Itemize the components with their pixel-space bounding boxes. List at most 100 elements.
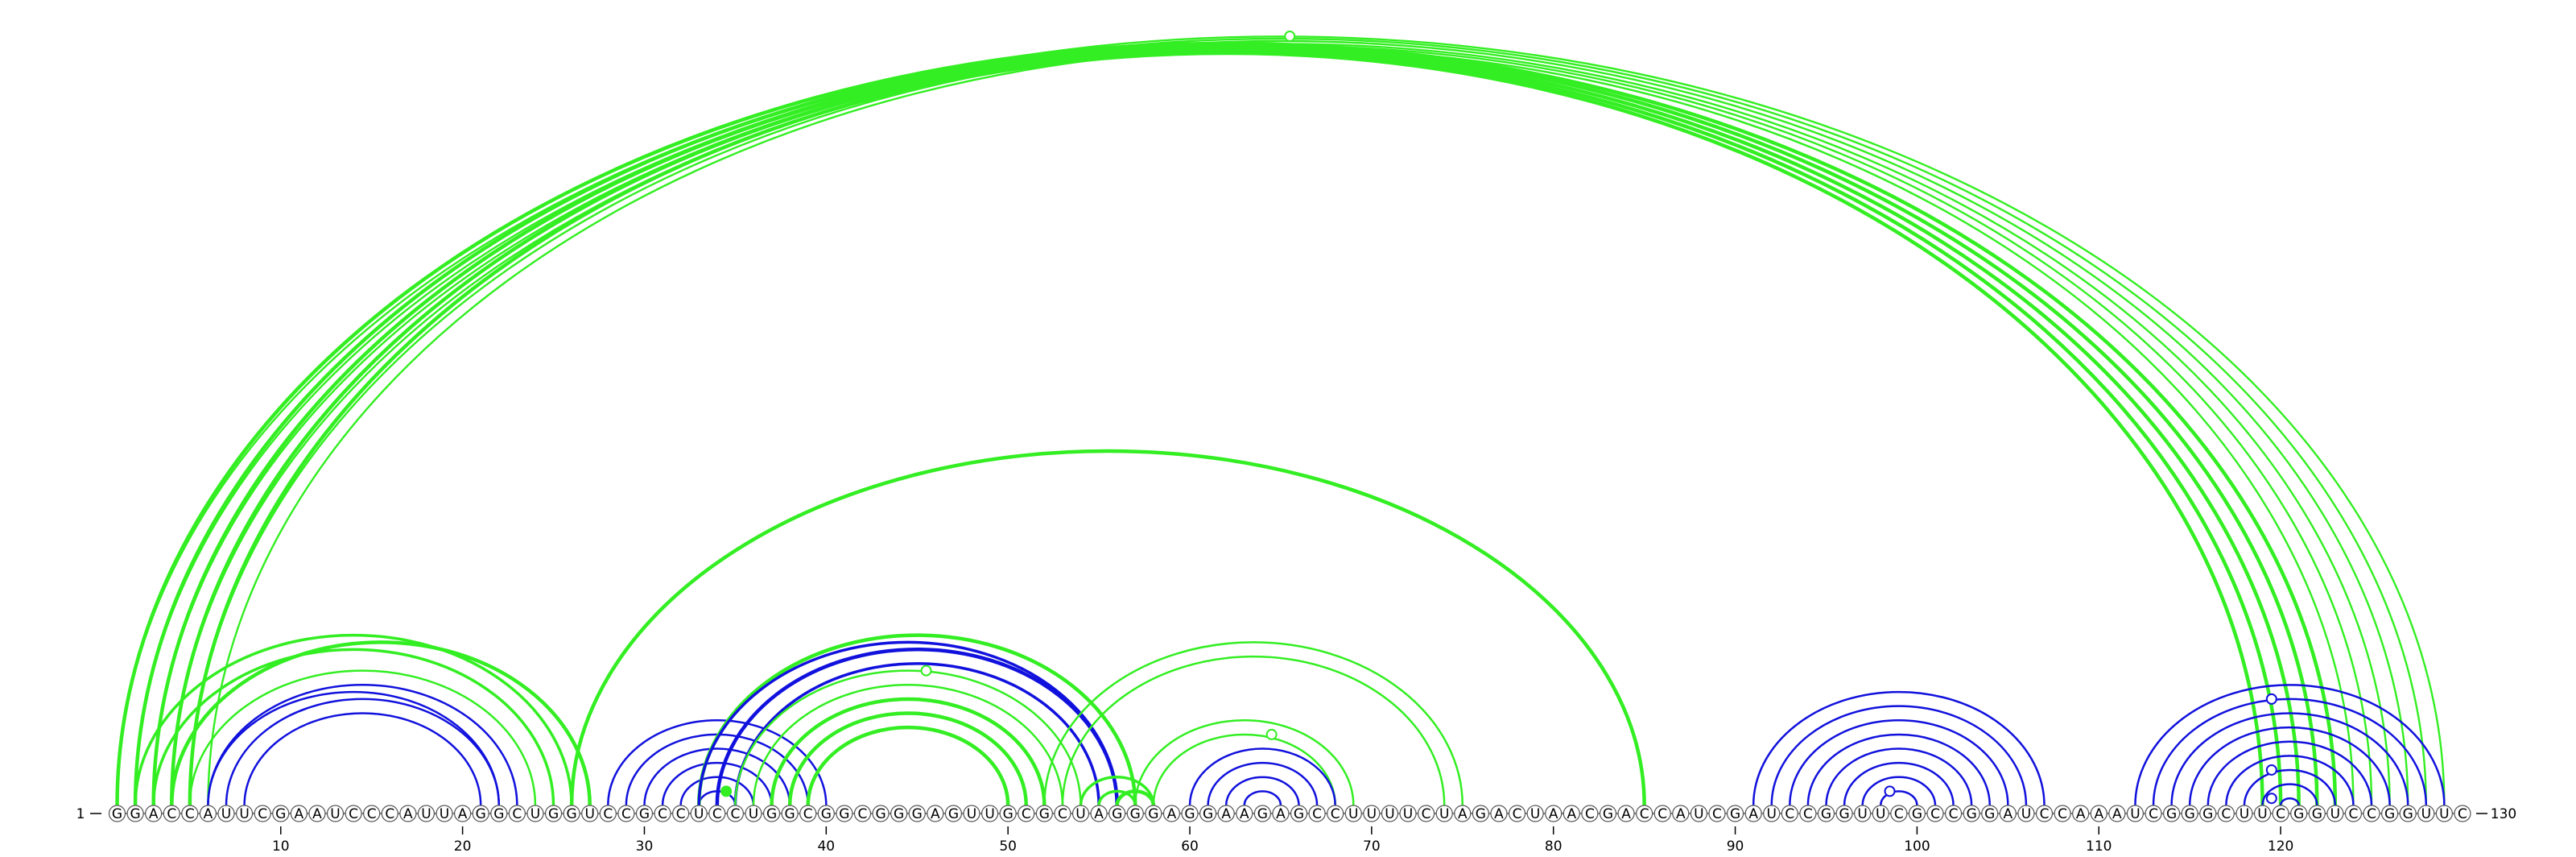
base-pair-arc [1207, 761, 1319, 806]
nucleotide-letter: G [1967, 806, 1977, 822]
nucleotide-letter: U [239, 806, 249, 822]
nucleotide-circle [1290, 805, 1308, 822]
start-label: 1 [76, 806, 85, 822]
nucleotide-letter: U [221, 806, 231, 822]
nucleotide-letter: C [167, 806, 176, 822]
base-pair-arc [2225, 755, 2355, 806]
nucleotide-letter: U [749, 806, 758, 822]
nucleotide-circle [1908, 805, 1926, 822]
nucleotide-circle [217, 805, 235, 822]
base-pair-arc [1079, 776, 1155, 806]
nucleotide-circle [272, 805, 290, 822]
nucleotide-circle [1108, 805, 1126, 822]
nucleotide-circle [199, 805, 217, 822]
nucleotide-letter: C [367, 806, 377, 822]
nucleotide-letter: A [931, 806, 940, 822]
nucleotide-letter: U [421, 806, 431, 822]
nucleotide-letter: C [658, 806, 667, 822]
nucleotide-letter: C [349, 806, 358, 822]
base-pair-arc [1224, 776, 1300, 806]
base-pair-arc [1152, 733, 1336, 806]
nucleotide-circle [2308, 805, 2326, 822]
nucleotide-circle [2054, 805, 2071, 822]
tick-label: 110 [2086, 838, 2112, 855]
nucleotide-letter: G [1003, 806, 1013, 822]
nucleotide-circle [1399, 805, 1417, 822]
nucleotide-letter: A [149, 806, 159, 822]
tick-label: 120 [2268, 838, 2293, 855]
nucleotide-letter: U [1857, 806, 1867, 822]
nucleotide-letter: C [1422, 806, 1431, 822]
nucleotide-circle [1363, 805, 1381, 822]
nucleotide-circle [2344, 805, 2363, 822]
nucleotide-circle [1581, 805, 1599, 822]
nucleotide-letter: U [330, 806, 340, 822]
nucleotide-letter: C [2349, 806, 2359, 822]
nucleotide-circle [2145, 805, 2162, 822]
nucleotide-circle [944, 805, 963, 822]
nucleotide-letter: C [1894, 806, 1904, 822]
nucleotide-circle [963, 805, 980, 822]
base-pair-arc [116, 35, 2446, 806]
tick-label: 30 [636, 838, 654, 855]
nucleotide-circle [872, 805, 890, 822]
nucleotide-circle [2072, 805, 2090, 822]
base-pair-arc [1043, 641, 1464, 806]
nucleotide-letter: G [912, 806, 923, 822]
nucleotide-letter: A [1094, 806, 1104, 822]
nucleotide-letter: G [1148, 806, 1158, 822]
nucleotide-letter: A [312, 806, 322, 822]
nucleotide-letter: A [1240, 806, 1249, 822]
nucleotide-letter: U [967, 806, 976, 822]
base-pair-arc [643, 747, 791, 806]
nucleotide-letter: C [1513, 806, 1522, 822]
nucleotide-letter: A [1167, 806, 1177, 822]
nucleotide-circle [235, 805, 254, 822]
nucleotide-circle [544, 805, 563, 822]
nucleotide-letter: G [2293, 806, 2304, 822]
arc-marker [920, 664, 932, 677]
nucleotide-circle [980, 805, 999, 822]
nucleotide-letter: G [785, 806, 795, 822]
base-pair-arc [2170, 712, 2409, 806]
base-pair-arc [2207, 740, 2373, 806]
nucleotide-letter: U [1403, 806, 1413, 822]
nucleotide-letter: C [803, 806, 813, 822]
nucleotide-letter: C [2221, 806, 2231, 822]
nucleotide-letter: C [2458, 806, 2467, 822]
nucleotide-letter: A [403, 806, 413, 822]
nucleotide-letter: U [1385, 806, 1394, 822]
base-pair-arc [661, 761, 773, 806]
nucleotide-circle [2090, 805, 2107, 822]
arc-marker [1265, 728, 1278, 740]
base-pair-arc [679, 776, 755, 806]
nucleotide-letter: G [1257, 806, 1268, 822]
nucleotide-letter: A [2076, 806, 2086, 822]
nucleotide-letter: C [185, 806, 195, 822]
nucleotide-circle [1054, 805, 1071, 822]
nucleotide-letter: G [1730, 806, 1740, 822]
nucleotide-circle [1617, 805, 1635, 822]
nucleotide-circle [599, 805, 617, 822]
nucleotide-letter: C [712, 806, 722, 822]
nucleotide-circle [1744, 805, 1762, 822]
nucleotide-circle [1872, 805, 1889, 822]
nucleotide-letter: C [1312, 806, 1322, 822]
nucleotide-circle [635, 805, 654, 822]
nucleotide-letter: C [1712, 806, 1722, 822]
nucleotide-letter: G [548, 806, 559, 822]
base-pair-arc [118, 43, 2335, 805]
base-pair-arc [1134, 719, 1355, 806]
nucleotide-circle [1217, 805, 1235, 822]
nucleotide-circle [2253, 805, 2272, 822]
base-pair-arc [787, 711, 1028, 806]
nucleotide-letter: G [1203, 806, 1213, 822]
nucleotide-circle [1763, 805, 1781, 822]
nucleotide-circle [1817, 805, 1835, 822]
nucleotide-circle [399, 805, 417, 822]
nucleotide-circle [999, 805, 1017, 822]
base-pair-arc [152, 39, 2409, 806]
nucleotide-circle [436, 805, 453, 822]
nucleotide-letter: A [295, 806, 304, 822]
